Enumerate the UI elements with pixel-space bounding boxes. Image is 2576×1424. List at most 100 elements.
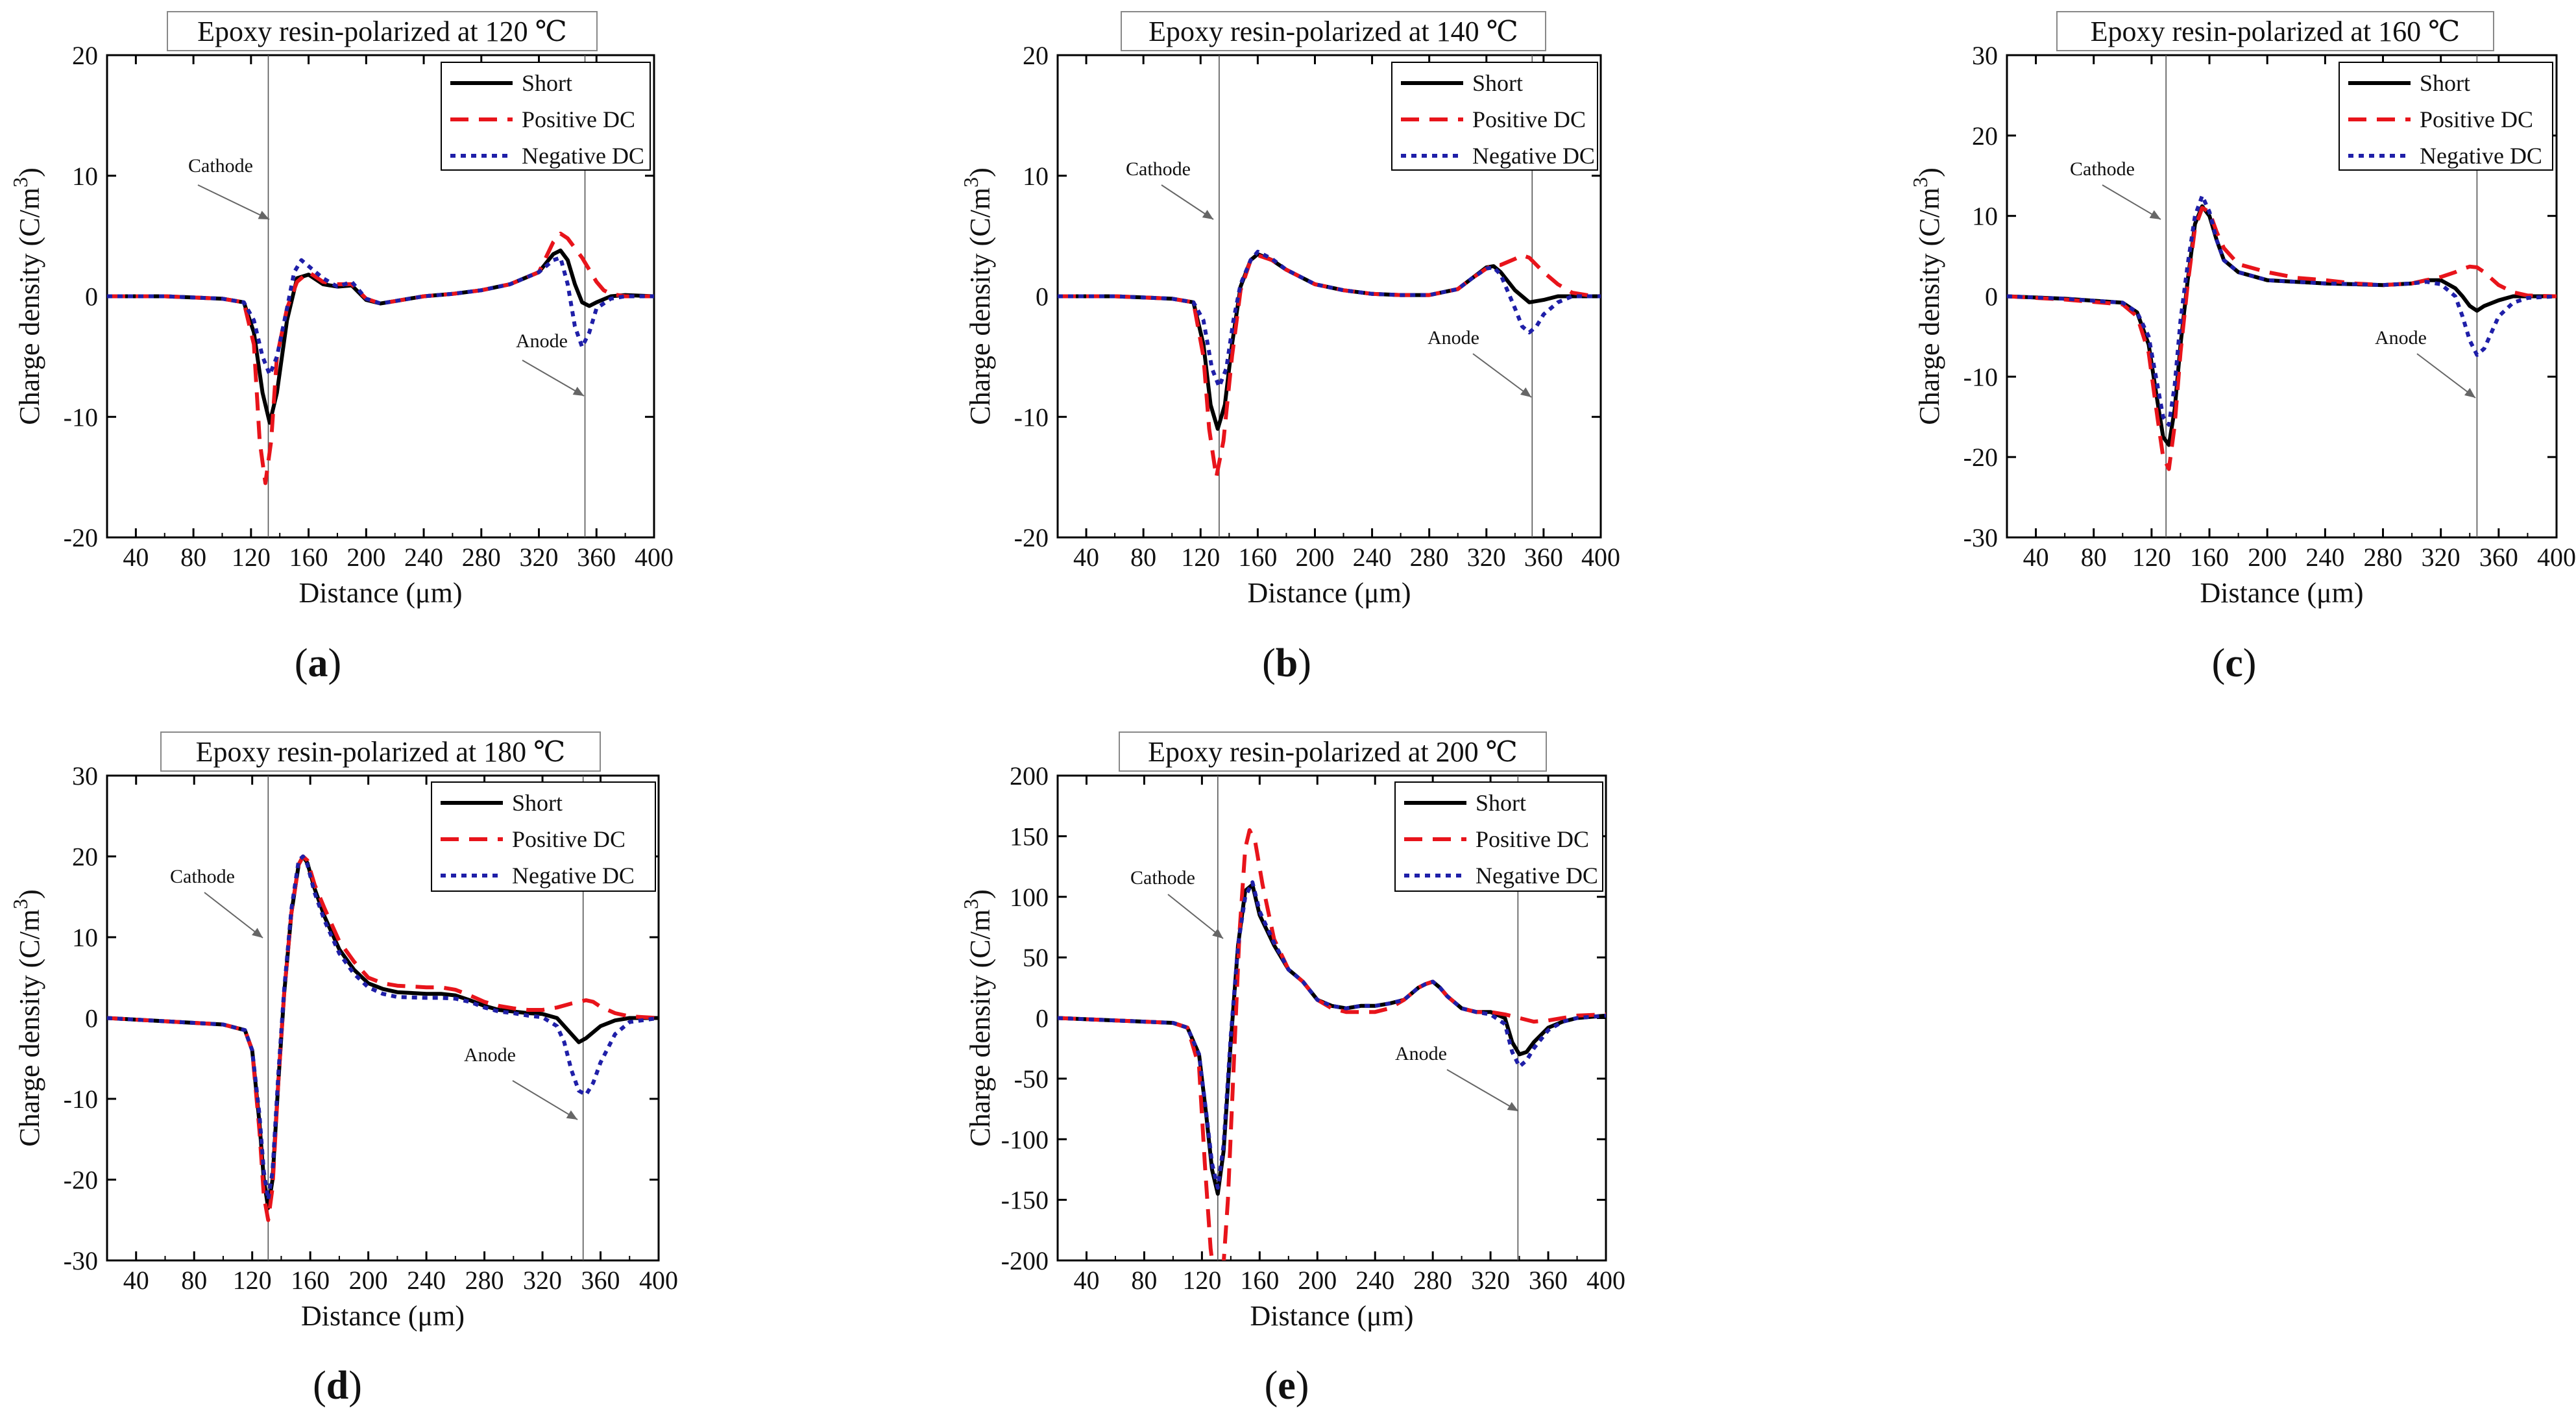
series-group (107, 231, 654, 485)
legend-label-positive: Positive DC (1472, 106, 1586, 132)
chart-title: Epoxy resin-polarized at 160 ℃ (2091, 16, 2461, 47)
legend-label-negative: Negative DC (2420, 143, 2542, 169)
y-axis-label-exponent: 3 (8, 177, 32, 188)
anode-arrow (2416, 353, 2476, 399)
y-axis-label: Charge density (C/m3) (1908, 167, 1945, 424)
x-tick-label: 200 (1298, 1266, 1337, 1295)
series-line-short (107, 854, 659, 1210)
panel-label-open: ( (295, 641, 308, 685)
y-tick-label: 10 (72, 923, 98, 952)
x-tick-label: 80 (181, 1266, 207, 1295)
chart-title-box (1121, 11, 1546, 51)
y-axis-label-close: ) (964, 167, 996, 177)
panel-label-close: ) (348, 1364, 362, 1408)
cathode-label: Cathode (170, 866, 235, 887)
series-group (1058, 249, 1601, 480)
panel-label-close: ) (1296, 1364, 1309, 1408)
x-tick-label: 240 (1353, 543, 1392, 572)
legend: Short Positive DC Negative DC (431, 781, 656, 892)
x-tick-label: 360 (2479, 543, 2518, 572)
series-line-short (1058, 252, 1601, 431)
anode-arrowhead (1520, 387, 1531, 397)
series-line-positive-dc (107, 854, 659, 1222)
cathode-arrowhead (252, 927, 263, 938)
x-axis-label: Distance (μm) (298, 577, 462, 609)
y-tick-label: -20 (64, 523, 98, 552)
cathode-arrow (197, 184, 270, 220)
legend-label-negative: Negative DC (1476, 863, 1598, 889)
y-tick-label: 150 (1010, 822, 1049, 851)
y-tick-label: -20 (64, 1166, 98, 1195)
cathode-arrowhead (258, 210, 269, 219)
anode-label: Anode (464, 1044, 516, 1066)
y-axis-label: Charge density (C/m3) (8, 167, 45, 424)
x-tick-label: 160 (1238, 543, 1277, 572)
y-axis-label-text: Charge density (C/m (14, 188, 45, 425)
legend-label-short: Short (2420, 70, 2470, 96)
x-tick-label: 360 (577, 543, 616, 572)
x-tick-label: 320 (1471, 1266, 1510, 1295)
y-axis-label-text: Charge density (C/m (964, 188, 996, 425)
chart-title-box (167, 11, 598, 51)
x-tick-label: 280 (1413, 1266, 1452, 1295)
y-tick-label: 0 (1036, 282, 1049, 312)
cathode-arrow (1167, 894, 1224, 939)
anode-arrow (1472, 353, 1532, 398)
x-tick-label: 80 (180, 543, 206, 572)
x-tick-label: 400 (1581, 543, 1620, 572)
x-tick-label: 40 (2023, 543, 2049, 572)
panel-label-close: ) (328, 641, 342, 685)
legend-label-positive: Positive DC (512, 826, 626, 852)
panel-label: (d) (313, 1364, 362, 1408)
x-tick-label: 400 (1586, 1266, 1625, 1295)
x-tick-label: 400 (639, 1266, 678, 1295)
anode-arrow (512, 1080, 578, 1120)
x-tick-label: 120 (1181, 543, 1220, 572)
legend: Short Positive DC Negative DC (1394, 781, 1603, 892)
y-tick-label: -200 (1001, 1246, 1049, 1275)
legend-label-short: Short (522, 70, 572, 96)
y-tick-label: 50 (1023, 943, 1049, 972)
panel-label: (e) (1265, 1364, 1309, 1408)
x-tick-label: 120 (1182, 1266, 1221, 1295)
x-axis-label: Distance (μm) (1247, 577, 1411, 609)
x-tick-label: 40 (123, 543, 149, 572)
series-line-negative-dc (107, 256, 654, 377)
x-tick-label: 200 (349, 1266, 388, 1295)
anode-arrowhead (2464, 387, 2475, 398)
x-tick-label: 280 (2364, 543, 2403, 572)
cathode-arrowhead (1202, 210, 1213, 219)
y-axis-label-text: Charge density (C/m (14, 909, 45, 1147)
panel-label-letter: e (1278, 1364, 1296, 1408)
legend-label-negative: Negative DC (1472, 143, 1595, 169)
y-axis-label-close: ) (14, 167, 45, 177)
x-tick-label: 280 (1410, 543, 1449, 572)
series-group (2007, 193, 2557, 471)
series-line-negative-dc (107, 854, 659, 1202)
panel-label-close: ) (1298, 641, 1311, 685)
x-tick-label: 360 (1524, 543, 1563, 572)
x-axis-label: Distance (μm) (2200, 577, 2363, 609)
anode-arrowhead (572, 386, 584, 396)
x-tick-label: 80 (2081, 543, 2107, 572)
x-tick-label: 160 (1240, 1266, 1279, 1295)
x-tick-label: 320 (1467, 543, 1506, 572)
panel-label-open: ( (1265, 1364, 1278, 1408)
panel-label-open: ( (1262, 641, 1276, 685)
y-axis-label-close: ) (1914, 167, 1945, 177)
x-tick-label: 360 (1529, 1266, 1568, 1295)
anode-label: Anode (516, 330, 568, 352)
chart-title: Epoxy resin-polarized at 200 ℃ (1148, 736, 1518, 768)
legend-label-positive: Positive DC (2420, 106, 2533, 132)
panel-label-letter: d (326, 1364, 348, 1408)
x-axis-label: Distance (μm) (301, 1300, 465, 1332)
y-tick-label: -20 (1963, 443, 1998, 472)
y-tick-label: -20 (1014, 523, 1049, 552)
chart-title-box (1119, 731, 1547, 772)
y-tick-label: 20 (1023, 41, 1049, 70)
y-tick-label: 10 (72, 162, 98, 191)
y-tick-label: 0 (1985, 282, 1998, 312)
y-axis-label: Charge density (C/m3) (8, 889, 45, 1146)
anode-arrowhead (1507, 1101, 1518, 1111)
